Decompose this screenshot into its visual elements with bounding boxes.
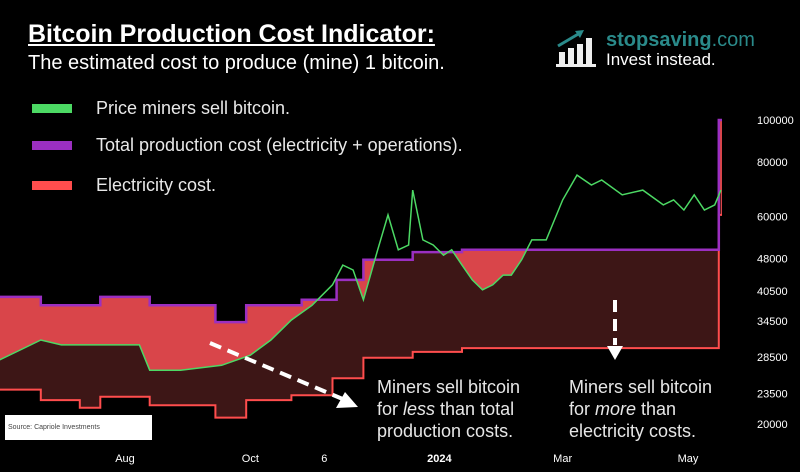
x-tick-label: 6 bbox=[321, 453, 327, 465]
legend-label-electricity: Electricity cost. bbox=[96, 175, 217, 195]
y-tick-label: 48000 bbox=[757, 254, 788, 266]
bar-chart-arrow-icon bbox=[556, 30, 596, 68]
x-tick-label: Oct bbox=[242, 453, 259, 465]
arrow-head-icon bbox=[336, 392, 358, 408]
annotation-line: Miners sell bitcoin bbox=[569, 377, 713, 397]
arrow-less-than-total bbox=[209, 341, 346, 402]
x-tick-label: 2024 bbox=[427, 453, 452, 465]
logo-tagline: Invest instead. bbox=[606, 50, 716, 69]
annotation-line: for less than total bbox=[377, 399, 515, 419]
y-tick-label: 23500 bbox=[757, 389, 788, 401]
x-tick-label: Mar bbox=[553, 453, 572, 465]
annotation-line: production costs. bbox=[377, 421, 514, 441]
x-tick-label: May bbox=[678, 453, 699, 465]
stopsaving-logo: stopsaving.com Invest instead. bbox=[556, 30, 755, 69]
legend-electricity: Electricity cost. bbox=[32, 175, 216, 196]
y-tick-label: 100000 bbox=[757, 115, 794, 127]
legend-label-price: Price miners sell bitcoin. bbox=[96, 98, 291, 118]
legend-swatch-total bbox=[32, 141, 72, 150]
y-tick-label: 40500 bbox=[757, 286, 788, 298]
electricity-series-line bbox=[0, 213, 722, 419]
legend-swatch-electricity bbox=[32, 181, 72, 190]
y-tick-label: 34500 bbox=[757, 316, 788, 328]
legend-price: Price miners sell bitcoin. bbox=[32, 98, 290, 119]
y-tick-label: 60000 bbox=[757, 212, 788, 224]
source-label: Source: Capriole Investments bbox=[5, 415, 152, 440]
annotation-more: Miners sell bitcoin for more than electr… bbox=[569, 376, 712, 442]
annotation-line: Miners sell bitcoin bbox=[377, 377, 521, 397]
x-tick-label: Aug bbox=[115, 453, 135, 465]
chart-subtitle: The estimated cost to produce (mine) 1 b… bbox=[28, 52, 445, 74]
price-series-line bbox=[0, 174, 722, 371]
logo-site-name: stopsaving bbox=[606, 29, 712, 51]
arrow-head-icon bbox=[607, 346, 623, 360]
y-tick-label: 20000 bbox=[757, 419, 788, 431]
y-tick-label: 80000 bbox=[757, 157, 788, 169]
logo-site-tld: .com bbox=[711, 29, 755, 51]
annotation-line: electricity costs. bbox=[569, 421, 697, 441]
total-series-line bbox=[0, 118, 722, 324]
legend-swatch-price bbox=[32, 104, 72, 113]
legend-total-cost: Total production cost (electricity + ope… bbox=[32, 135, 463, 156]
chart-title: Bitcoin Production Cost Indicator: bbox=[28, 20, 435, 48]
annotation-line: for more than bbox=[569, 399, 677, 419]
y-tick-label: 28500 bbox=[757, 352, 788, 364]
annotation-less: Miners sell bitcoin for less than total … bbox=[377, 376, 520, 442]
legend-label-total: Total production cost (electricity + ope… bbox=[96, 135, 463, 155]
